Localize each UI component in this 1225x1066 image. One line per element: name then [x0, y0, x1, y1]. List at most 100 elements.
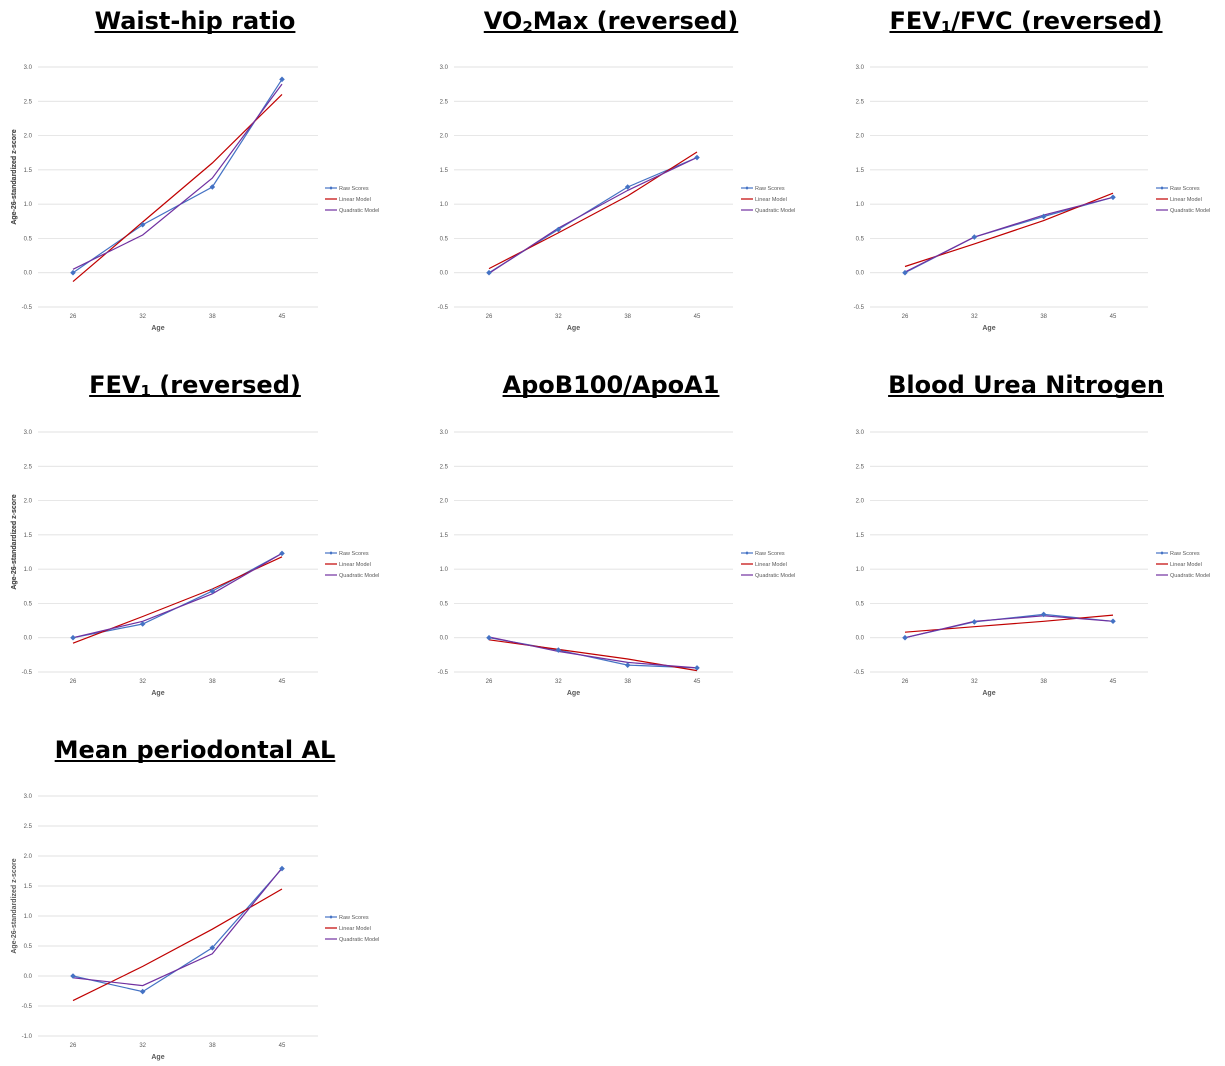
series-line-quadratic-model: [72, 867, 283, 987]
data-point: [902, 634, 908, 641]
legend-label-linear-model: Linear Model: [1170, 562, 1202, 568]
series-line-raw-scores: [72, 78, 283, 274]
y-tick-label: 3.0: [856, 65, 865, 71]
legend-label-raw-scores: Raw Scores: [755, 186, 785, 192]
y-tick-label: 0.5: [856, 601, 865, 607]
series-line-raw-scores: [72, 868, 283, 993]
y-tick-label: 0.0: [440, 636, 449, 642]
legend-label-raw-scores: Raw Scores: [339, 186, 369, 192]
legend-label-raw-scores: Raw Scores: [1170, 186, 1200, 192]
y-tick-label: 2.5: [440, 464, 449, 470]
y-tick-label: -0.5: [22, 305, 33, 311]
x-tick-label: 45: [1110, 679, 1117, 685]
y-tick-label: 1.5: [856, 168, 865, 174]
y-tick-label: 2.0: [24, 854, 33, 860]
x-tick-label: 26: [902, 314, 909, 320]
y-tick-label: 0.5: [440, 601, 449, 607]
x-tick-label: 32: [139, 314, 146, 320]
data-point: [1110, 194, 1116, 201]
y-tick-label: -0.5: [22, 670, 33, 676]
data-point: [209, 184, 216, 190]
y-tick-label: 0.5: [856, 236, 865, 242]
chart-title: Waist-hip ratio: [95, 7, 296, 35]
y-tick-label: 0.5: [24, 944, 33, 950]
y-tick-label: 1.0: [440, 202, 449, 208]
x-axis-label: Age: [151, 690, 164, 697]
data-point: [70, 973, 76, 979]
data-point: [624, 662, 631, 668]
data-point: [694, 665, 700, 671]
x-tick-label: 38: [1040, 679, 1047, 685]
y-tick-label: -0.5: [854, 670, 865, 676]
data-point: [279, 865, 285, 872]
y-tick-label: 2.5: [856, 99, 865, 105]
y-tick-label: 3.0: [24, 65, 33, 71]
y-tick-label: 3.0: [440, 430, 449, 436]
data-point: [555, 226, 562, 233]
x-tick-label: 26: [486, 679, 493, 685]
data-point: [70, 634, 76, 641]
data-point: [486, 634, 492, 641]
legend-label-quadratic-model: Quadratic Model: [1170, 208, 1210, 214]
x-axis-label: Age: [982, 325, 995, 332]
legend-label-quadratic-model: Quadratic Model: [339, 573, 379, 579]
data-point: [209, 588, 216, 594]
chart-title: FEV1/FVC (reversed): [889, 7, 1162, 36]
x-tick-label: 38: [624, 314, 631, 320]
x-tick-label: 38: [209, 314, 216, 320]
y-tick-label: 0.0: [440, 271, 449, 277]
y-axis-label: Age-26-standardized z-score: [11, 858, 18, 953]
legend-label-raw-scores: Raw Scores: [755, 551, 785, 557]
chart-title: VO2Max (reversed): [484, 7, 738, 36]
y-axis-label: Age-26-standardized z-score: [11, 129, 18, 224]
series-line-quadratic-model: [904, 196, 1114, 273]
x-tick-label: 38: [1040, 314, 1047, 320]
series-line-raw-scores: [904, 196, 1114, 274]
data-point: [139, 621, 146, 627]
y-tick-label: 2.5: [24, 464, 33, 470]
legend-label-raw-scores: Raw Scores: [339, 915, 369, 921]
data-point: [624, 184, 631, 190]
chart-panel-4: FEV1 (reversed) -0.5 0.0 0.5 1.0 1.5 2.0 2.5 3.0…: [11, 371, 379, 697]
legend-label-quadratic-model: Quadratic Model: [339, 208, 379, 214]
y-tick-label: -0.5: [438, 305, 449, 311]
chart-panel-5: ApoB100/ApoA1 -0.5 0.0 0.5 1.0 1.5 2.0 2.5 3.0 26…: [11, 371, 795, 697]
y-tick-label: 0.0: [24, 271, 33, 277]
x-tick-label: 45: [279, 679, 286, 685]
y-tick-label: 0.0: [856, 271, 865, 277]
y-tick-label: 1.5: [856, 533, 865, 539]
legend-marker: [1160, 186, 1164, 190]
legend-marker: [329, 551, 333, 555]
y-axis-label: Age-26-standardized z-score: [11, 494, 18, 589]
y-tick-label: 2.5: [856, 464, 865, 470]
legend-label-linear-model: Linear Model: [339, 562, 371, 568]
x-axis-label: Age: [151, 1054, 164, 1061]
y-tick-label: 1.5: [440, 168, 449, 174]
y-tick-label: 0.5: [24, 601, 33, 607]
y-tick-label: 0.5: [24, 236, 33, 242]
x-tick-label: 26: [486, 314, 493, 320]
x-tick-label: 26: [70, 1043, 77, 1049]
chart-panel-6: Blood Urea Nitrogen -0.5 0.0 0.5 1.0 1.5 2.0 2.…: [11, 371, 1210, 697]
data-point: [279, 550, 285, 557]
legend-marker: [745, 551, 749, 555]
y-tick-label: -1.0: [22, 1034, 33, 1040]
y-tick-label: 1.5: [24, 533, 33, 539]
y-tick-label: 0.5: [440, 236, 449, 242]
y-tick-label: 1.0: [856, 202, 865, 208]
y-tick-label: -0.5: [22, 1004, 33, 1010]
y-tick-label: 3.0: [440, 65, 449, 71]
legend-label-quadratic-model: Quadratic Model: [339, 937, 379, 943]
x-tick-label: 38: [209, 679, 216, 685]
legend-label-linear-model: Linear Model: [339, 926, 371, 932]
data-point: [971, 234, 978, 240]
legend-label-quadratic-model: Quadratic Model: [1170, 573, 1210, 579]
series-line-raw-scores: [488, 637, 698, 669]
series-line-quadratic-model: [488, 636, 698, 669]
y-tick-label: 1.0: [24, 202, 33, 208]
data-point: [971, 619, 978, 625]
chart-title: Blood Urea Nitrogen: [888, 371, 1164, 399]
x-axis-label: Age: [982, 690, 995, 697]
y-tick-label: 1.5: [24, 884, 33, 890]
